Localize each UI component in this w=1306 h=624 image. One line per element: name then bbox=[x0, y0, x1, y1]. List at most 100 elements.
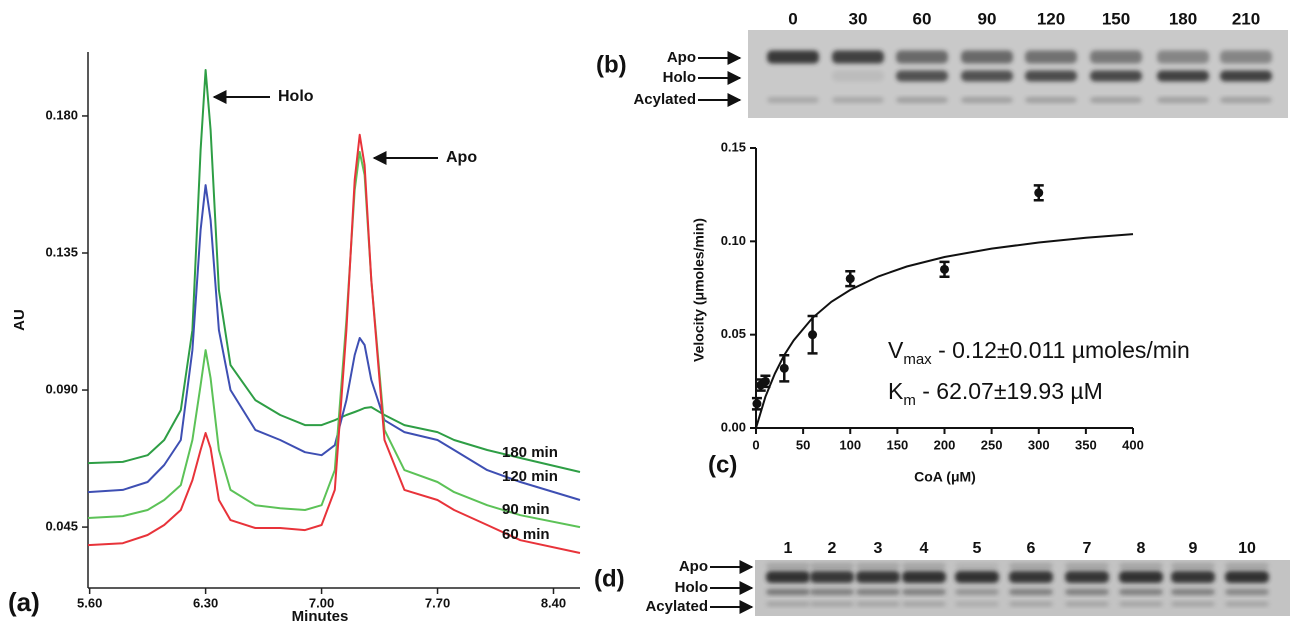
series-label: 180 min bbox=[502, 444, 558, 461]
panel-label: (c) bbox=[708, 451, 737, 478]
gel-band bbox=[1119, 571, 1163, 583]
gel-band bbox=[902, 563, 946, 569]
lane-label: 30 bbox=[849, 9, 868, 28]
annotation: Apo bbox=[446, 149, 477, 166]
x-tick-label: 5.60 bbox=[77, 595, 102, 610]
lane-label: 2 bbox=[828, 540, 837, 557]
gel-band bbox=[1171, 563, 1215, 569]
gel-image bbox=[755, 560, 1290, 616]
band-label: Holo bbox=[663, 69, 696, 86]
gel-band bbox=[1171, 601, 1215, 607]
gel-band bbox=[1171, 571, 1215, 583]
x-tick-label: 350 bbox=[1075, 437, 1097, 452]
series-label: 60 min bbox=[502, 526, 550, 543]
x-tick-label: 150 bbox=[887, 437, 909, 452]
lane-label: 4 bbox=[920, 540, 929, 557]
y-tick-label: 0.00 bbox=[721, 419, 746, 434]
gel-band bbox=[767, 50, 819, 64]
series-label: 120 min bbox=[502, 468, 558, 485]
x-tick-label: 50 bbox=[796, 437, 810, 452]
gel-band bbox=[955, 589, 999, 595]
band-label: Apo bbox=[679, 558, 708, 575]
y-tick-label: 0.15 bbox=[721, 139, 746, 154]
series-line bbox=[87, 184, 581, 501]
gel-band bbox=[856, 563, 900, 569]
x-tick-label: 100 bbox=[839, 437, 861, 452]
y-axis-label: AU bbox=[11, 309, 28, 331]
x-tick-label: 7.70 bbox=[425, 595, 450, 610]
gel-band bbox=[1065, 589, 1109, 595]
data-point bbox=[752, 399, 762, 409]
gel-band bbox=[1119, 563, 1163, 569]
annotation-part: - 0.12±0.011 µmoles/min bbox=[932, 337, 1190, 363]
annotation-part: - 62.07±19.93 µM bbox=[916, 378, 1103, 404]
x-tick-label: 7.00 bbox=[309, 595, 334, 610]
lane-label: 150 bbox=[1102, 9, 1130, 28]
lane-label: 7 bbox=[1083, 540, 1092, 557]
gel-band bbox=[856, 571, 900, 583]
x-axis-label: CoA (μM) bbox=[914, 469, 976, 485]
lane-label: 60 bbox=[913, 9, 932, 28]
gel-band bbox=[1025, 70, 1077, 82]
y-tick-label: 0.05 bbox=[721, 326, 746, 341]
annotation-subscript: max bbox=[903, 351, 932, 368]
gel-band bbox=[766, 571, 810, 583]
gel-band bbox=[1090, 97, 1142, 103]
gel-band bbox=[1157, 50, 1209, 64]
gel-band bbox=[1157, 97, 1209, 103]
gel-band bbox=[896, 97, 948, 103]
series-line bbox=[87, 133, 581, 554]
gel-band bbox=[1225, 589, 1269, 595]
gel-band bbox=[766, 563, 810, 569]
y-tick-label: 0.10 bbox=[721, 233, 746, 248]
fit-curve bbox=[755, 233, 1134, 429]
gel-band bbox=[766, 589, 810, 595]
gel-band bbox=[902, 589, 946, 595]
gel-band bbox=[955, 601, 999, 607]
gel-band bbox=[1119, 601, 1163, 607]
gel-band bbox=[767, 97, 819, 103]
x-tick-label: 250 bbox=[981, 437, 1003, 452]
x-tick-label: 300 bbox=[1028, 437, 1050, 452]
lane-label: 10 bbox=[1238, 540, 1256, 557]
y-axis-label: Velocity (μmoles/min) bbox=[691, 218, 707, 362]
gel-band bbox=[955, 571, 999, 583]
gel-band bbox=[1009, 571, 1053, 583]
lane-label: 90 bbox=[978, 9, 997, 28]
gel-band bbox=[1220, 50, 1272, 64]
gel-band bbox=[1009, 601, 1053, 607]
gel-band bbox=[856, 589, 900, 595]
panel-label: (d) bbox=[594, 565, 625, 592]
data-point bbox=[808, 330, 818, 340]
gel-band bbox=[1065, 563, 1109, 569]
gel-band bbox=[1157, 70, 1209, 82]
gel-band bbox=[1119, 589, 1163, 595]
data-point bbox=[760, 376, 770, 386]
lane-label: 9 bbox=[1189, 540, 1198, 557]
x-tick-label: 200 bbox=[934, 437, 956, 452]
gel-band bbox=[896, 50, 948, 64]
x-tick-label: 6.30 bbox=[193, 595, 218, 610]
gel-band bbox=[856, 601, 900, 607]
gel-band bbox=[1225, 563, 1269, 569]
lane-label: 0 bbox=[788, 9, 797, 28]
x-tick-label: 0 bbox=[752, 437, 759, 452]
lane-label: 5 bbox=[973, 540, 982, 557]
lane-label: 120 bbox=[1037, 9, 1065, 28]
data-point bbox=[779, 363, 789, 373]
gel-band bbox=[1065, 601, 1109, 607]
gel-band bbox=[810, 571, 854, 583]
lane-label: 3 bbox=[874, 540, 883, 557]
gel-band bbox=[1225, 571, 1269, 583]
gel-band bbox=[832, 70, 884, 82]
data-point bbox=[1034, 188, 1044, 198]
panel-label: (a) bbox=[8, 587, 40, 617]
annotation-subscript: m bbox=[903, 392, 916, 409]
annotation: Km - 62.07±19.93 µM bbox=[888, 378, 1103, 409]
gel-band bbox=[961, 70, 1013, 82]
data-point bbox=[845, 274, 855, 284]
y-tick-label: 0.135 bbox=[45, 244, 78, 259]
gel-band bbox=[832, 97, 884, 103]
band-label: Apo bbox=[667, 49, 696, 66]
